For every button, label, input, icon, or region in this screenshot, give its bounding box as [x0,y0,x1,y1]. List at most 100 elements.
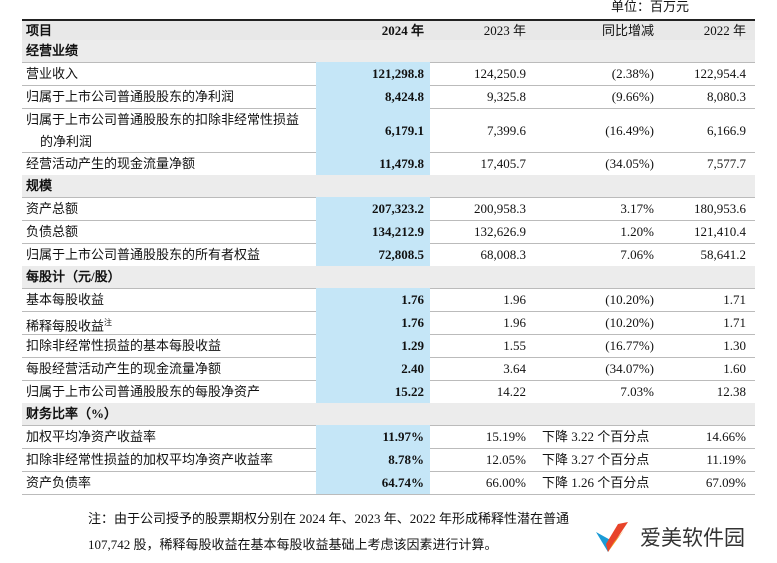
footnote: 107,742 股，稀释每股收益在基本每股收益基础上考虑该因素进行计算。 [88,537,498,552]
table-row: 归属于上市公司普通股股东的每股净资产 15.22 14.22 7.03% 12.38 [22,380,755,404]
value-cell: 68,008.3 [480,247,527,262]
value-cell: 11,479.8 [379,156,424,171]
value-cell: 1.30 [723,338,746,353]
value-cell: 11.19% [706,452,746,467]
table-row: 归属于上市公司普通股股东的扣除非经常性损益 的净利润 6,179.1 7,399.6 (… [22,108,755,153]
value-cell: 180,953.6 [694,201,746,216]
value-cell: 14.22 [496,384,526,399]
row-label: 归属于上市公司普通股股东的所有者权益 [26,247,261,262]
value-cell: 121,410.4 [694,224,746,239]
value-cell: 11.97% [382,429,424,444]
highlight [316,85,430,108]
row-label: 稀释每股收益注 [26,318,113,334]
value-cell: 7.03% [620,384,654,399]
value-cell: 134,212.9 [372,224,424,239]
value-cell: (34.05%) [605,156,654,171]
value-cell: 58,641.2 [700,247,747,262]
highlight [316,380,430,403]
footnote: 注：由于公司授予的股票期权分别在 2024 年、2023 年、2022 年形成稀… [88,511,570,526]
table-row: 归属于上市公司普通股股东的净利润 8,424.8 9,325.8 (9.66%) 8,0… [22,85,755,109]
table-row: 资产负债率 64.74% 66.00% 下降 1.26 个百分点 67.09% [22,471,755,495]
value-cell: 1.96 [503,315,526,330]
row-label: 营业收入 [26,66,79,81]
highlight [316,197,430,220]
value-cell: 66.00% [485,475,526,490]
value-cell: 14.66% [705,429,746,444]
highlight [316,108,430,152]
value-cell: (10.20%) [605,315,654,330]
section-row: 每股计（元/股） [22,266,755,289]
row-label: 扣除非经常性损益的基本每股收益 [26,338,222,353]
row-label: 负债总额 [26,224,79,239]
row-label: 经营活动产生的现金流量净额 [26,156,196,171]
row-label: 每股经营活动产生的现金流量净额 [26,361,222,376]
table-row: 每股经营活动产生的现金流量净额 2.40 3.64 (34.07%) 1.60 [22,357,755,381]
value-cell: (16.77%) [605,338,654,353]
section-title: 每股计（元/股） [26,269,121,284]
highlight [316,448,430,471]
value-cell: 1.55 [503,338,526,353]
value-cell: 3.17% [620,201,654,216]
row-label: 资产负债率 [26,475,92,490]
row-label: 归属于上市公司普通股股东的净利润 [26,89,235,104]
value-cell: 122,954.4 [694,66,746,81]
highlight [316,334,430,357]
value-cell: 67.09% [705,475,746,490]
section-title: 经营业绩 [26,43,79,58]
section-row: 财务比率（%） [22,403,755,426]
row-label: 归属于上市公司普通股股东的扣除非经常性损益 [26,112,300,127]
section-title: 财务比率（%） [26,406,118,421]
table-row: 基本每股收益 1.76 1.96 (10.20%) 1.71 [22,288,755,312]
value-cell: 1.71 [723,292,746,307]
value-cell: 124,250.9 [474,66,526,81]
section-row: 经营业绩 [22,40,755,63]
value-cell: 下降 3.22 个百分点 [542,429,650,444]
value-cell: 下降 1.26 个百分点 [542,475,650,490]
highlight [316,357,430,380]
table-row: 扣除非经常性损益的加权平均净资产收益率 8.78% 12.05% 下降 3.27 个百… [22,448,755,472]
value-cell: 200,958.3 [474,201,526,216]
value-cell: 9,325.8 [487,89,526,104]
value-cell: 3.64 [503,361,526,376]
table-row: 稀释每股收益注 1.76 1.96 (10.20%) 1.71 [22,311,755,335]
value-cell: 12.05% [485,452,526,467]
value-cell: 17,405.7 [480,156,527,171]
value-cell: 15.22 [394,384,424,399]
header-cell: 同比增减 [601,23,654,38]
value-cell: 7,577.7 [707,156,746,171]
value-cell: 1.71 [723,315,746,330]
table-row: 负债总额 134,212.9 132,626.9 1.20% 121,410.4 [22,220,755,244]
value-cell: 8.78% [388,452,424,467]
table-row: 营业收入 121,298.8 124,250.9 (2.38%) 122,954.4 [22,62,755,86]
table-row: 资产总额 207,323.2 200,958.3 3.17% 180,953.6 [22,197,755,221]
header-cell: 2022 年 [703,23,746,38]
value-cell: 64.74% [381,475,424,490]
value-cell: 1.29 [401,338,424,353]
unit: 单位：百万元 [610,0,689,14]
highlight [316,288,430,311]
highlight [316,152,430,175]
row-label: 资产总额 [26,201,79,216]
value-cell: 8,424.8 [385,89,424,104]
note-mark: 注 [104,318,113,327]
value-cell: 8,080.3 [707,89,746,104]
value-cell: 72,808.5 [378,247,425,262]
value-cell: (10.20%) [605,292,654,307]
value-cell: 1.60 [723,361,746,376]
watermark: 爱美软件园 [640,526,745,550]
row-label: 归属于上市公司普通股股东的每股净资产 [26,384,261,399]
highlight [316,471,430,494]
value-cell: (34.07%) [605,361,654,376]
value-cell: 1.76 [401,292,424,307]
table-row: 经营活动产生的现金流量净额 11,479.8 17,405.7 (34.05%) 7,5… [22,152,755,176]
value-cell: 132,626.9 [474,224,526,239]
header-cell: 项目 [26,23,53,38]
header-cell: 2024 年 [381,23,424,38]
section-row: 规模 [22,175,755,198]
table-row: 扣除非经常性损益的基本每股收益 1.29 1.55 (16.77%) 1.30 [22,334,755,358]
row-label: 加权平均净资产收益率 [26,429,157,444]
value-cell: (9.66%) [611,89,654,104]
header-cell: 2023 年 [483,23,526,38]
value-cell: (2.38%) [611,66,654,81]
